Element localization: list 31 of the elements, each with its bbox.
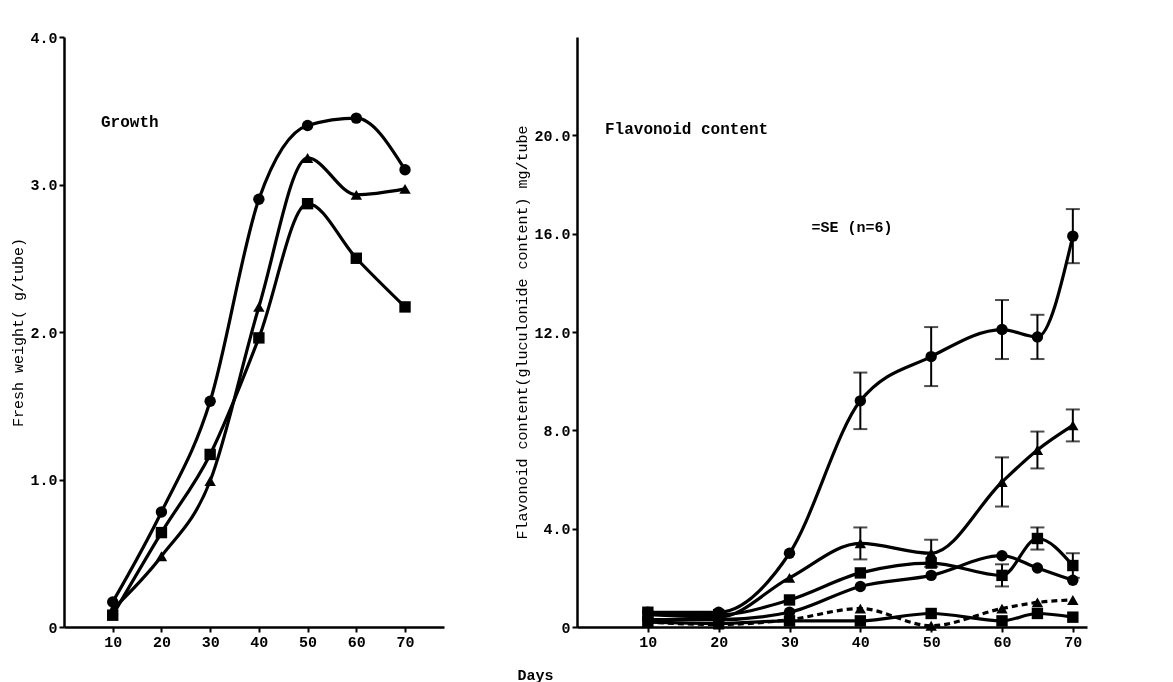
y-tick-label: 3.0 bbox=[30, 178, 58, 195]
x-tick-label: 10 bbox=[104, 634, 123, 652]
x-tick-label: 50 bbox=[299, 634, 318, 652]
x-tick-label: 60 bbox=[993, 634, 1012, 652]
y-tick-label: 16.0 bbox=[534, 227, 571, 245]
x-tick-label: 70 bbox=[396, 634, 415, 652]
x-tick-label: 50 bbox=[922, 634, 941, 652]
annotation: =SE (n=6) bbox=[811, 220, 893, 237]
y-tick-label: 0 bbox=[48, 620, 58, 638]
x-axis-title: Days bbox=[517, 667, 554, 682]
x-tick-label: 20 bbox=[710, 634, 729, 652]
y-tick-label: 2.0 bbox=[30, 325, 58, 343]
x-tick-label: 30 bbox=[201, 634, 220, 652]
x-tick-label: 60 bbox=[347, 634, 366, 652]
x-tick-label: 70 bbox=[1064, 634, 1083, 652]
y-tick-label: 4.0 bbox=[30, 30, 58, 48]
text: Growth bbox=[101, 114, 159, 132]
y-axis-title: Fresh weight( g/tube) bbox=[11, 237, 29, 428]
text: Flavonoid content bbox=[604, 121, 769, 139]
y-tick-label: 12.0 bbox=[534, 325, 571, 343]
y-tick-label: 4.0 bbox=[543, 522, 571, 540]
x-tick-label: 20 bbox=[152, 634, 171, 652]
y-tick-label: 0 bbox=[561, 620, 571, 638]
x-tick-label: 10 bbox=[639, 634, 658, 652]
x-tick-label: 40 bbox=[250, 634, 269, 652]
y-tick-label: 1.0 bbox=[30, 473, 58, 490]
y-tick-label: 8.0 bbox=[543, 423, 571, 441]
x-tick-label: 30 bbox=[780, 634, 800, 652]
y-axis-title: Flavonoid content(gluculonide content) mg/tube bbox=[515, 125, 533, 540]
y-tick-label: 20.0 bbox=[534, 128, 571, 146]
x-tick-label: 40 bbox=[851, 634, 870, 652]
